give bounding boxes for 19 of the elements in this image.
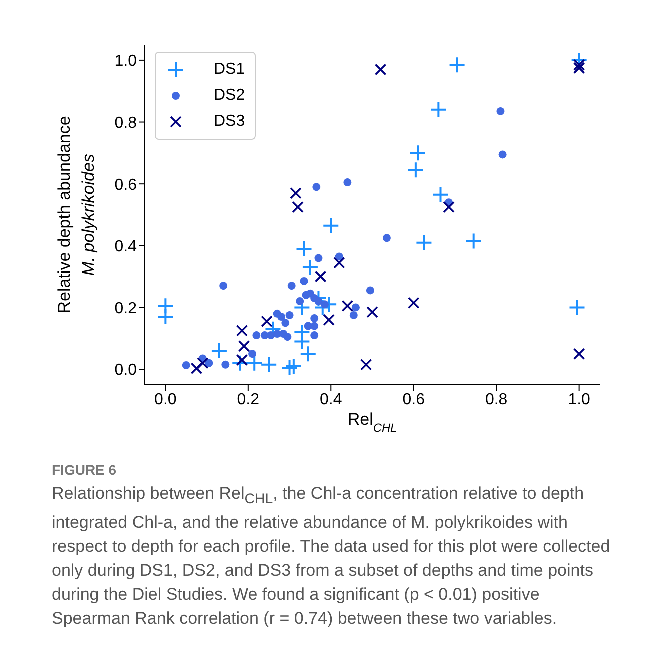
y-tick-label: 0.6 xyxy=(114,176,138,194)
y-tick-label: 0.8 xyxy=(114,114,138,132)
y-tick-label: 0.0 xyxy=(114,362,138,380)
x-tick-label: 0.8 xyxy=(485,391,508,408)
y-axis-title: Relative depth abundance M. polykrikoides xyxy=(55,116,98,314)
caption: FIGURE 6 xyxy=(52,462,118,478)
legend-label: DS2 xyxy=(214,87,246,105)
x-tick-label: 0.2 xyxy=(237,391,260,408)
x-tick-label: 0.0 xyxy=(154,391,177,408)
legend-label: DS1 xyxy=(214,61,246,79)
y-tick-label: 0.4 xyxy=(114,238,138,256)
x-tick-label: 0.6 xyxy=(402,391,426,408)
legend-label: DS3 xyxy=(214,113,246,131)
x-tick-label: 0.4 xyxy=(320,391,342,408)
y-tick-label: 0.2 xyxy=(114,300,138,318)
y-tick-label: 1.0 xyxy=(114,53,138,70)
x-axis-title: Rel$_{CHL}$ xyxy=(348,410,398,435)
text: Relationship between Rel$_{CHL}$, the Chl-a concentration relative to depth integrated Chl-a, and the relative abundance of M. polykrikoides with respect to depth for each profile. The data used for this plot were collected only during DS1, DS2, and DS3 from a subset of depths and time points during the Diel Studies. We found a significant (p < 0.01) positive Spearman Rank correlation (r = 0.74) between these two variables. xyxy=(52,483,612,630)
x-tick-label: 1.0 xyxy=(568,391,591,408)
